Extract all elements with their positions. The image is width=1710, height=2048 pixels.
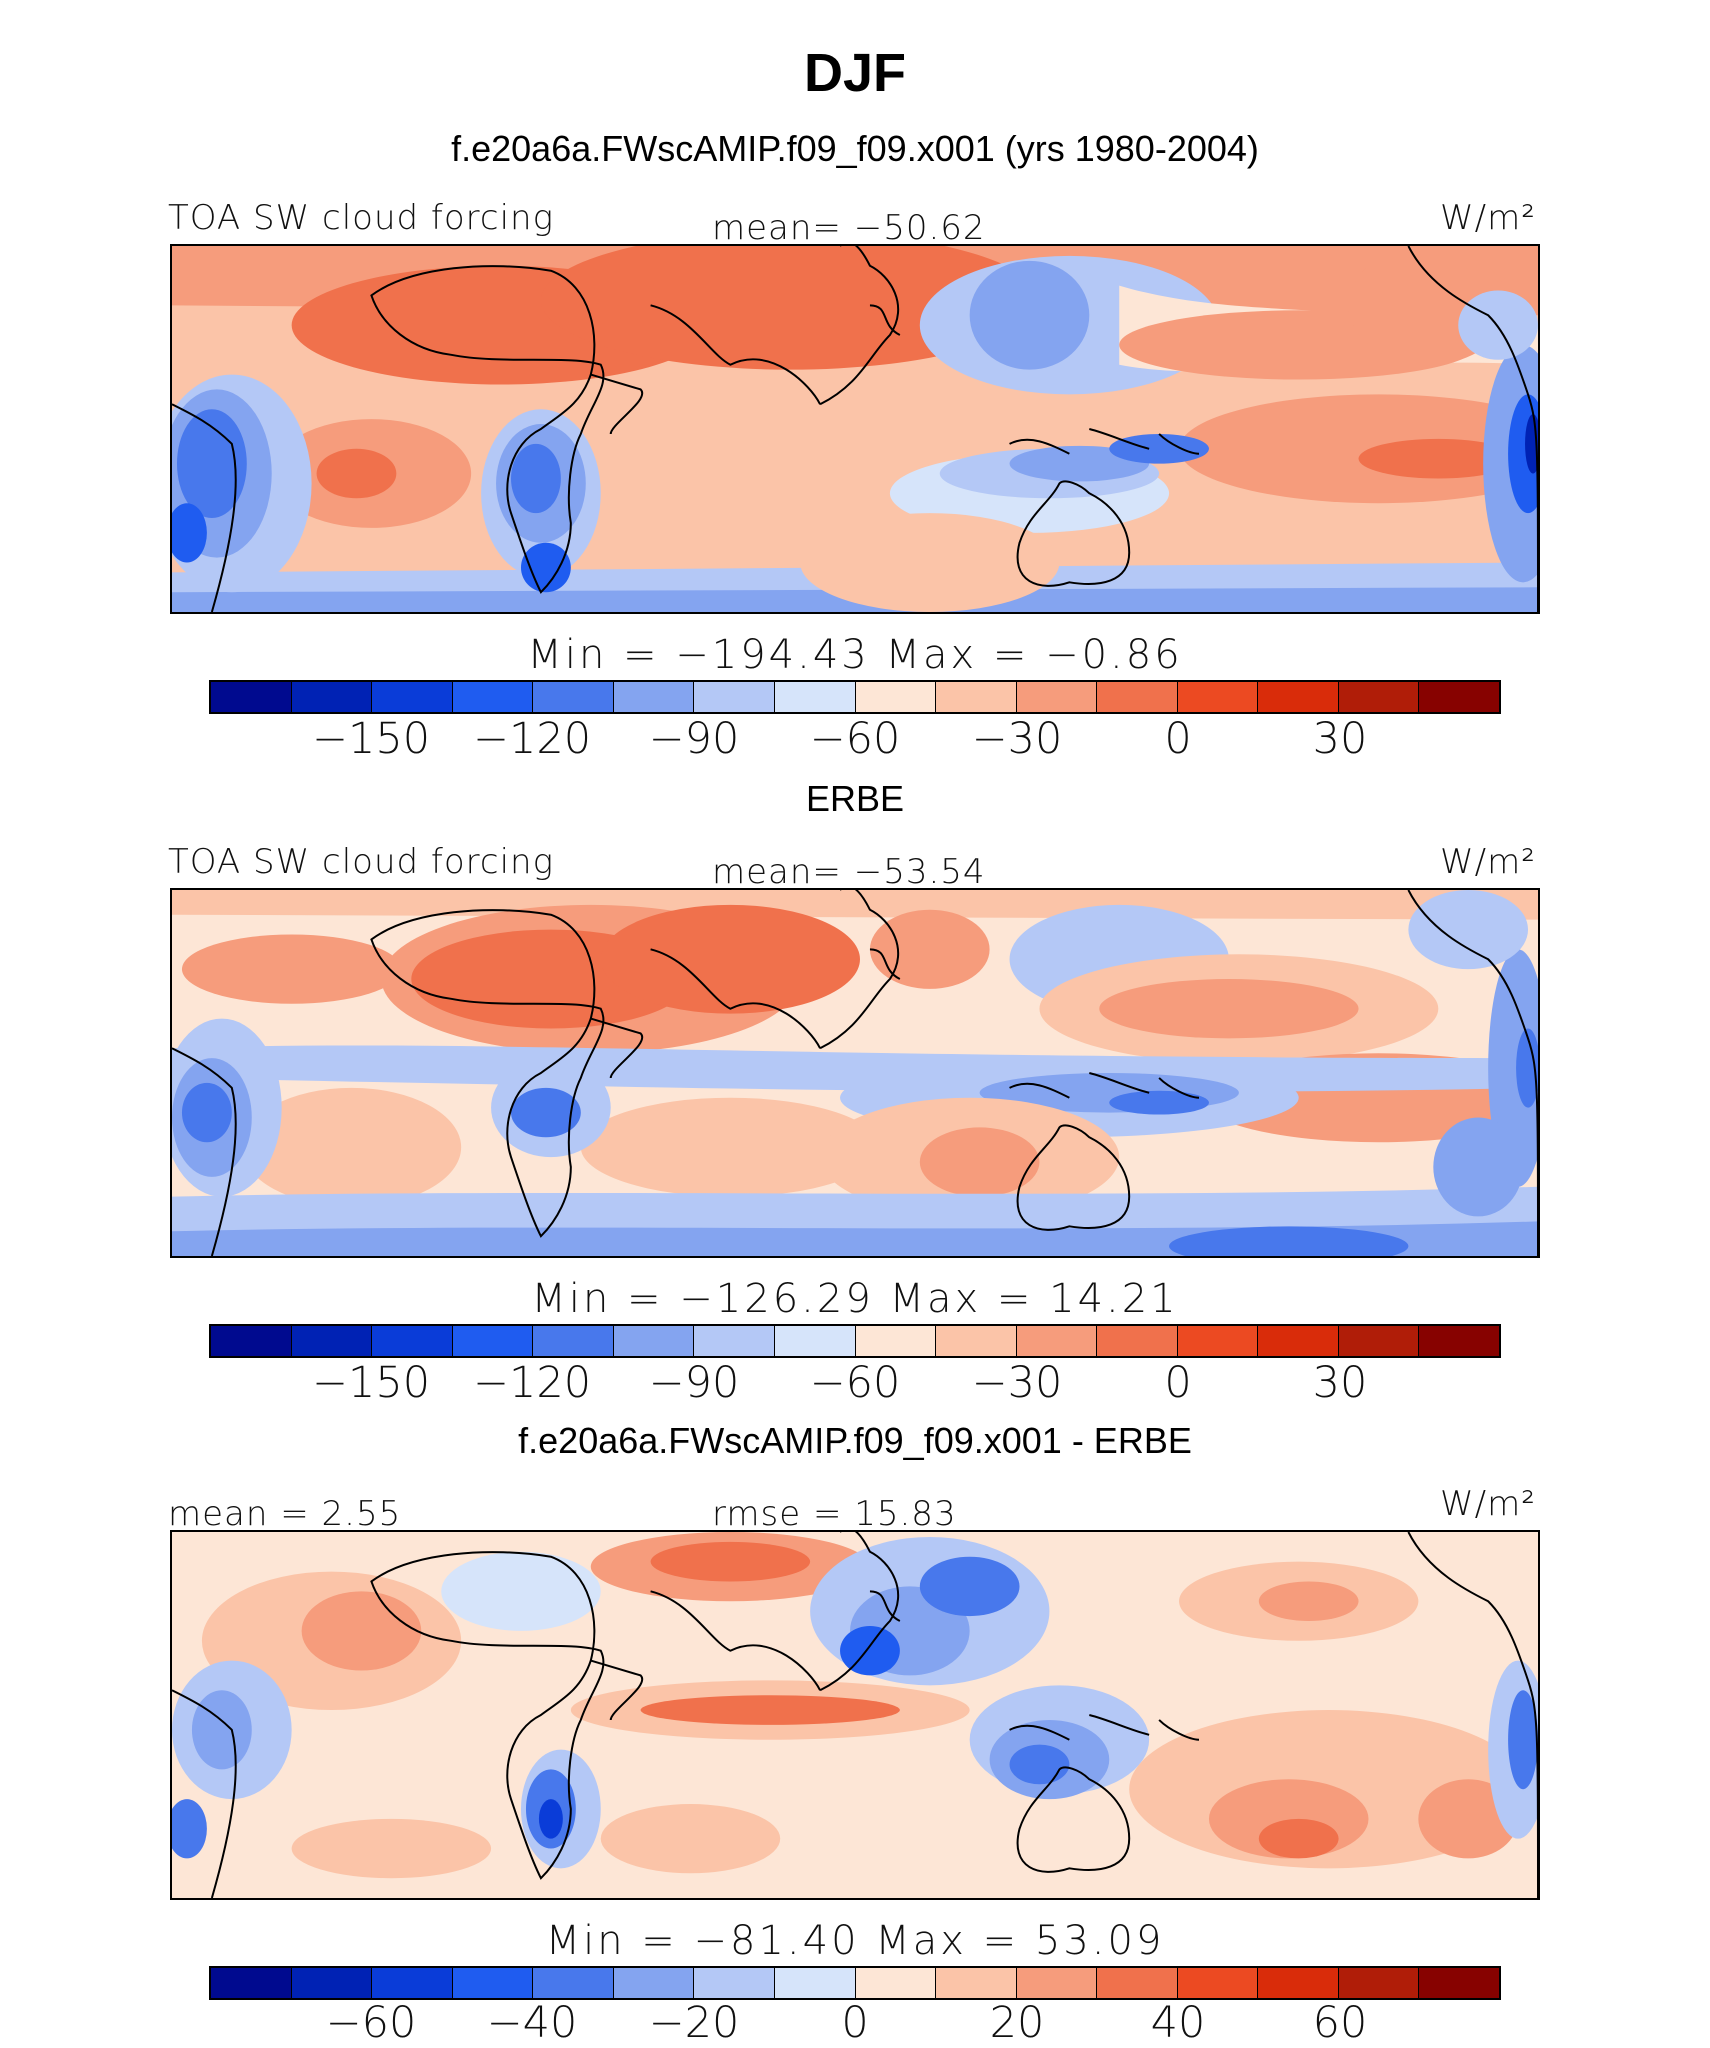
cbar3-bin bbox=[1097, 1968, 1178, 1998]
cbar3-bin bbox=[936, 1968, 1017, 1998]
cbar1-bin bbox=[533, 682, 614, 712]
cbar3-bin bbox=[613, 1968, 695, 1998]
cbar2-bin bbox=[291, 1326, 373, 1356]
panel3-units-label: W/m² bbox=[1440, 1484, 1536, 1524]
panel3-map-svg bbox=[172, 1532, 1538, 1898]
cbar2-bin bbox=[1016, 1326, 1098, 1356]
panel2-map-svg bbox=[172, 890, 1538, 1256]
panel2-units-label: W/m² bbox=[1440, 842, 1536, 882]
cbar3-bin bbox=[855, 1968, 937, 1998]
cbar1-bin bbox=[1419, 682, 1499, 712]
panel3-map bbox=[170, 1530, 1540, 1900]
cbar2-tick: −30 bbox=[971, 1358, 1063, 1408]
cbar1-bin bbox=[291, 682, 373, 712]
cbar1-bin bbox=[211, 682, 292, 712]
cbar1-bin bbox=[452, 682, 534, 712]
panel2-mean-label: mean= −53.54 bbox=[712, 852, 986, 892]
cbar1-bin bbox=[1097, 682, 1178, 712]
cbar2-tick: 0 bbox=[1164, 1358, 1192, 1408]
cbar2-bin bbox=[694, 1326, 775, 1356]
cbar1-tick: −120 bbox=[472, 714, 592, 764]
panel3-rmse-label: rmse = 15.83 bbox=[712, 1494, 957, 1534]
cbar1-bin bbox=[774, 682, 856, 712]
cbar1-bin bbox=[613, 682, 695, 712]
panel3-colorbar bbox=[209, 1966, 1501, 2000]
panel1-mean-label: mean= −50.62 bbox=[712, 208, 986, 248]
cbar2-bin bbox=[452, 1326, 534, 1356]
cbar2-bin bbox=[211, 1326, 292, 1356]
cbar2-bin bbox=[613, 1326, 695, 1356]
cbar3-tick: 20 bbox=[989, 1998, 1045, 2048]
panel2-map bbox=[170, 888, 1540, 1258]
cbar2-bin bbox=[855, 1326, 937, 1356]
cbar2-bin bbox=[1419, 1326, 1499, 1356]
cbar2-bin bbox=[372, 1326, 453, 1356]
cbar1-bin bbox=[936, 682, 1017, 712]
cbar2-tick: −60 bbox=[809, 1358, 901, 1408]
cbar1-tick: −90 bbox=[648, 714, 740, 764]
panel1-units-label: W/m² bbox=[1440, 198, 1536, 238]
panel3-heading: f.e20a6a.FWscAMIP.f09_f09.x001 - ERBE bbox=[518, 1420, 1192, 1461]
cbar3-bin bbox=[291, 1968, 373, 1998]
cbar3-tick: −60 bbox=[325, 1998, 417, 2048]
cbar3-bin bbox=[452, 1968, 534, 1998]
cbar1-bin bbox=[1338, 682, 1420, 712]
panel2-colorbar bbox=[209, 1324, 1501, 1358]
cbar3-bin bbox=[774, 1968, 856, 1998]
cbar2-tick: 30 bbox=[1312, 1358, 1368, 1408]
cbar3-tick: 0 bbox=[841, 1998, 869, 2048]
figure-title: DJF bbox=[803, 43, 907, 103]
cbar3-bin bbox=[694, 1968, 775, 1998]
cbar3-tick: 60 bbox=[1312, 1998, 1368, 2048]
cbar2-tick: −120 bbox=[472, 1358, 592, 1408]
cbar2-bin bbox=[533, 1326, 614, 1356]
panel1-variable-label: TOA SW cloud forcing bbox=[168, 198, 554, 238]
cbar2-bin bbox=[1258, 1326, 1339, 1356]
cbar3-bin bbox=[533, 1968, 614, 1998]
cbar3-tick: 40 bbox=[1150, 1998, 1206, 2048]
cbar1-tick: 30 bbox=[1312, 714, 1368, 764]
panel2-minmax: Min = −126.29 Max = 14.21 bbox=[531, 1276, 1179, 1322]
cbar2-bin bbox=[774, 1326, 856, 1356]
cbar3-bin bbox=[1177, 1968, 1259, 1998]
panel2-variable-label: TOA SW cloud forcing bbox=[168, 842, 554, 882]
cbar3-tick: −40 bbox=[486, 1998, 578, 2048]
cbar1-tick: −30 bbox=[971, 714, 1063, 764]
cbar3-bin bbox=[1258, 1968, 1339, 1998]
cbar3-bin bbox=[1016, 1968, 1098, 1998]
cbar1-bin bbox=[694, 682, 775, 712]
panel3-minmax: Min = −81.40 Max = 53.09 bbox=[545, 1918, 1165, 1964]
cbar2-bin bbox=[1338, 1326, 1420, 1356]
cbar1-tick: −150 bbox=[311, 714, 431, 764]
cbar1-bin bbox=[1177, 682, 1259, 712]
cbar3-bin bbox=[1338, 1968, 1420, 1998]
panel1-colorbar bbox=[209, 680, 1501, 714]
panel1-minmax: Min = −194.43 Max = −0.86 bbox=[527, 632, 1183, 678]
panel1-map bbox=[170, 244, 1540, 614]
cbar3-bin bbox=[372, 1968, 453, 1998]
cbar1-tick: −60 bbox=[809, 714, 901, 764]
cbar2-bin bbox=[1097, 1326, 1178, 1356]
panel2-heading: ERBE bbox=[805, 778, 905, 819]
cbar1-bin bbox=[1258, 682, 1339, 712]
cbar2-tick: −150 bbox=[311, 1358, 431, 1408]
cbar1-bin bbox=[855, 682, 937, 712]
cbar1-bin bbox=[372, 682, 453, 712]
cbar1-tick: 0 bbox=[1164, 714, 1192, 764]
panel3-mean-label: mean = 2.55 bbox=[168, 1494, 402, 1534]
cbar2-bin bbox=[936, 1326, 1017, 1356]
cbar2-bin bbox=[1177, 1326, 1259, 1356]
cbar3-bin bbox=[211, 1968, 292, 1998]
figure-subtitle: f.e20a6a.FWscAMIP.f09_f09.x001 (yrs 1980… bbox=[451, 128, 1259, 169]
cbar3-bin bbox=[1419, 1968, 1499, 1998]
cbar2-tick: −90 bbox=[648, 1358, 740, 1408]
cbar1-bin bbox=[1016, 682, 1098, 712]
cbar3-tick: −20 bbox=[648, 1998, 740, 2048]
panel1-map-svg bbox=[172, 246, 1538, 612]
